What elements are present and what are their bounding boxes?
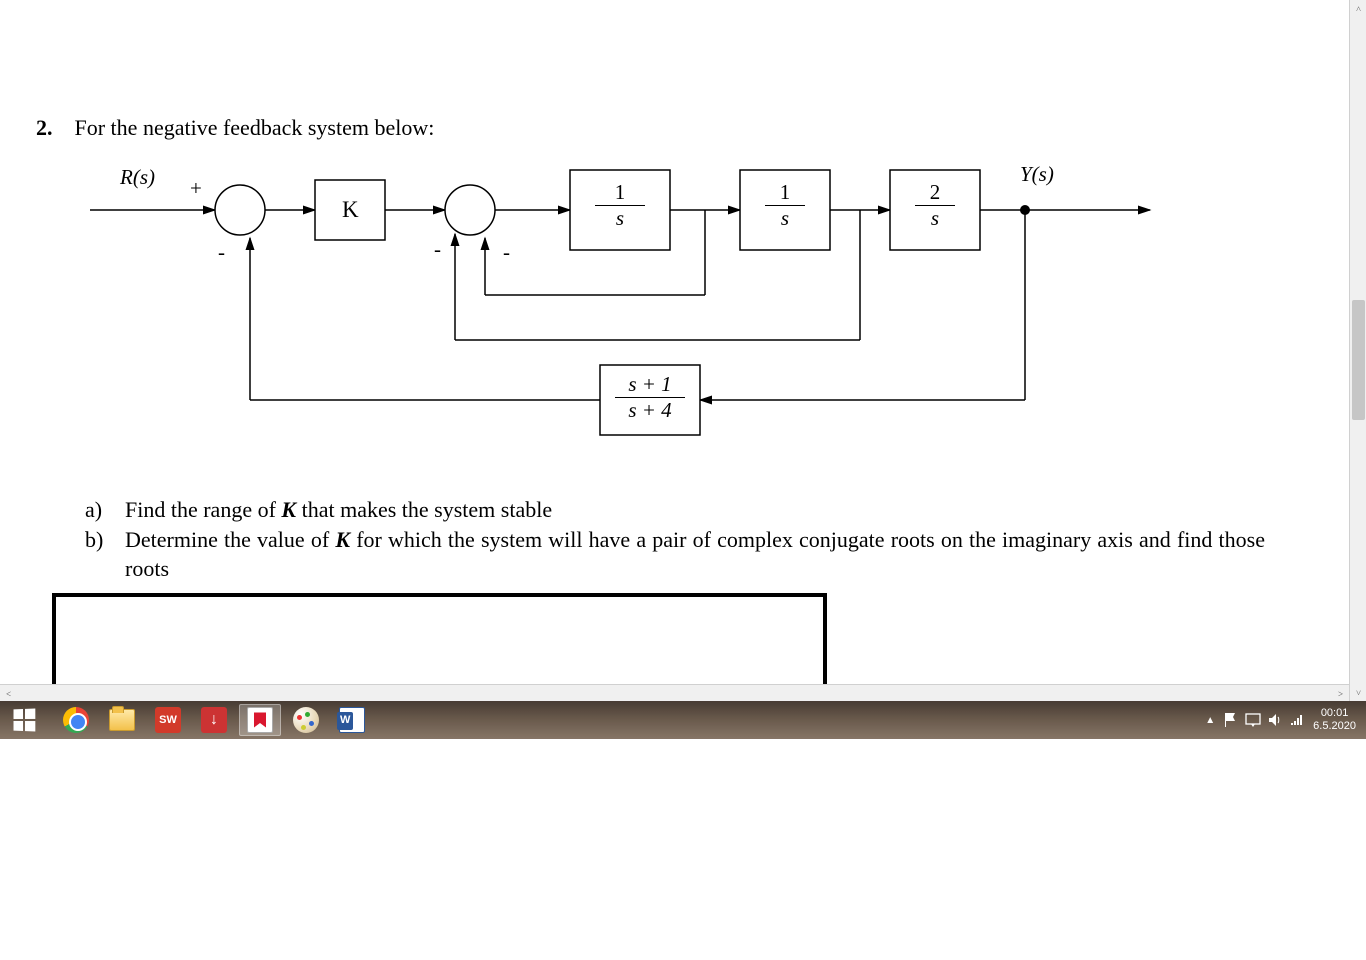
block-g3: 2 s [915, 180, 955, 231]
taskbar-apps: SW ↓ [55, 704, 373, 736]
taskbar-app-downloader[interactable]: ↓ [193, 704, 235, 736]
block-diagram: R(s) + - K - - 1 s 1 s [90, 160, 1190, 450]
taskbar: SW ↓ ▲ 00:01 6.5.2020 [0, 701, 1366, 739]
redaction-box [52, 593, 827, 689]
block-fb-den: s + 4 [615, 398, 685, 423]
block-g1: 1 s [595, 180, 645, 231]
taskbar-app-adobe-reader[interactable] [239, 704, 281, 736]
part-a: a) Find the range of K that makes the sy… [85, 495, 1265, 525]
block-feedback: s + 1 s + 4 [615, 372, 685, 423]
page-root: 2. For the negative feedback system belo… [0, 0, 1366, 960]
block-K-label: K [342, 197, 359, 223]
adobe-reader-icon [247, 707, 273, 733]
system-tray: ▲ 00:01 6.5.2020 [1205, 701, 1362, 739]
block-g3-den: s [915, 206, 955, 231]
input-signal-label: R(s) [120, 165, 155, 190]
scroll-down-button[interactable]: ˅ [1350, 684, 1366, 701]
vertical-scroll-thumb[interactable] [1352, 300, 1365, 420]
block-g2: 1 s [765, 180, 805, 231]
question-number: 2. [36, 115, 53, 140]
start-button[interactable] [0, 701, 48, 739]
tray-time: 00:01 [1313, 707, 1356, 720]
part-b-label: b) [85, 525, 125, 584]
part-a-text: Find the range of K that makes the syste… [125, 495, 1265, 525]
windows-logo-icon [14, 709, 36, 732]
folder-icon [109, 709, 135, 731]
part-a-label: a) [85, 495, 125, 525]
block-g1-den: s [595, 206, 645, 231]
block-g2-num: 1 [765, 180, 805, 206]
scroll-up-button[interactable]: ˄ [1350, 0, 1366, 17]
word-icon [339, 707, 365, 733]
vertical-scrollbar[interactable]: ˄ ˅ [1349, 0, 1366, 701]
chrome-icon [63, 707, 89, 733]
question-prompt: For the negative feedback system below: [75, 115, 435, 140]
show-hidden-icons[interactable]: ▲ [1205, 715, 1215, 726]
part-b: b) Determine the value of K for which th… [85, 525, 1265, 584]
block-fb-num: s + 1 [615, 372, 685, 398]
scroll-left-button[interactable]: < [0, 685, 17, 702]
sum2-minus2-sign: - [503, 240, 510, 265]
sum1-minus-sign: - [218, 240, 225, 265]
download-icon: ↓ [201, 707, 227, 733]
solidworks-icon: SW [155, 707, 181, 733]
document-viewport: 2. For the negative feedback system belo… [0, 0, 1366, 700]
taskbar-app-word[interactable] [331, 704, 373, 736]
part-b-text: Determine the value of K for which the s… [125, 525, 1265, 584]
taskbar-app-solidworks[interactable]: SW [147, 704, 189, 736]
output-signal-label: Y(s) [1020, 162, 1054, 187]
tray-clock[interactable]: 00:01 6.5.2020 [1313, 707, 1362, 732]
paint-icon [293, 707, 319, 733]
flag-icon[interactable] [1223, 712, 1239, 728]
volume-icon[interactable] [1267, 712, 1283, 728]
taskbar-app-explorer[interactable] [101, 704, 143, 736]
question-parts: a) Find the range of K that makes the sy… [85, 495, 1265, 584]
block-g3-num: 2 [915, 180, 955, 206]
taskbar-app-paint[interactable] [285, 704, 327, 736]
network-icon[interactable] [1289, 712, 1305, 728]
action-center-icon[interactable] [1245, 712, 1261, 728]
tray-date: 6.5.2020 [1313, 720, 1356, 733]
sum2-minus1-sign: - [434, 237, 441, 262]
block-g2-den: s [765, 206, 805, 231]
taskbar-app-chrome[interactable] [55, 704, 97, 736]
block-g1-num: 1 [595, 180, 645, 206]
sum1-plus-sign: + [190, 176, 202, 201]
scroll-right-button[interactable]: > [1332, 685, 1349, 702]
tray-icons-group [1223, 712, 1305, 728]
below-taskbar-blank [0, 739, 1366, 960]
horizontal-scrollbar[interactable]: < > [0, 684, 1349, 701]
question-heading: 2. For the negative feedback system belo… [36, 115, 434, 141]
